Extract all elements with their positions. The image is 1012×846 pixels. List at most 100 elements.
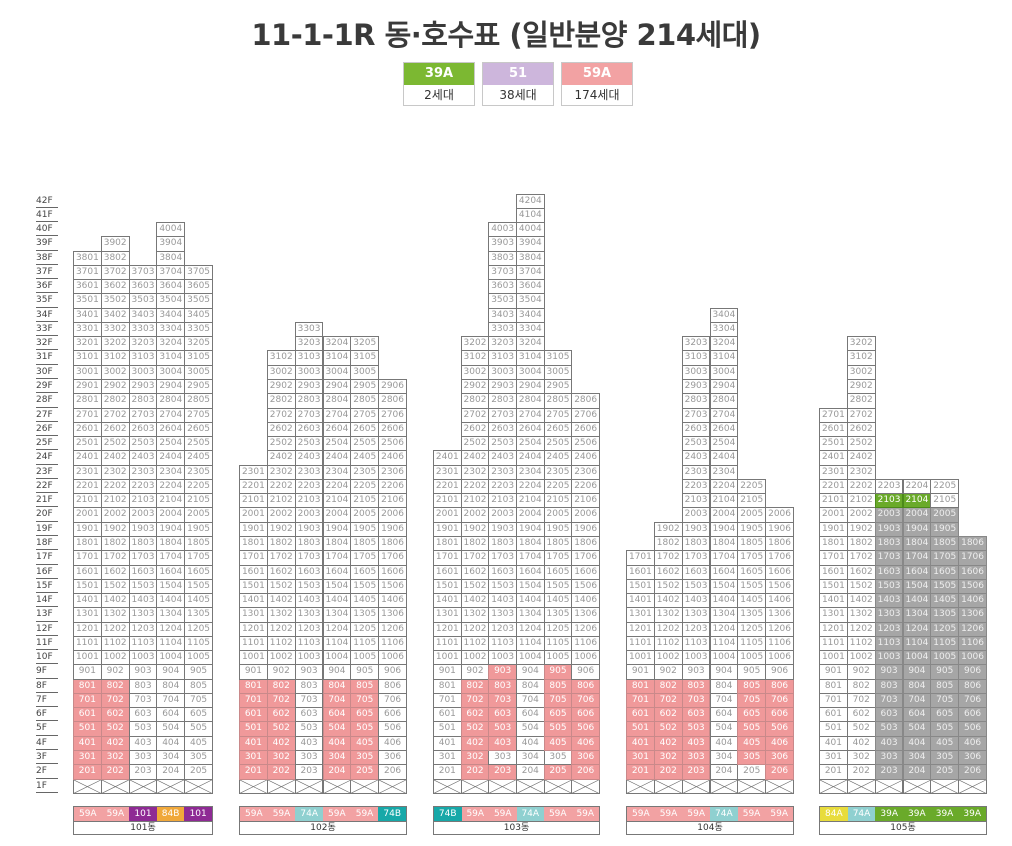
unit-type-label: 59A bbox=[737, 807, 766, 821]
unit-cell: 201 bbox=[819, 764, 848, 780]
unit-cell: 3004 bbox=[322, 364, 352, 380]
unit-cell: 605 bbox=[930, 707, 960, 723]
unit-cell: 3801 bbox=[73, 250, 102, 266]
unit-cell: 402 bbox=[266, 735, 296, 752]
unit-cell: 2903 bbox=[128, 379, 158, 395]
unit-cell: 203 bbox=[681, 764, 711, 780]
unit-cell: 3601 bbox=[73, 279, 102, 295]
unit-cell: 803 bbox=[874, 678, 904, 694]
unit-cell: 3204 bbox=[516, 336, 545, 352]
cross-icon bbox=[931, 780, 958, 793]
unit-cell: 1503 bbox=[488, 578, 517, 595]
unit-cell: 2603 bbox=[128, 421, 158, 438]
unit-cell: 1706 bbox=[958, 550, 987, 566]
unit-cell: 1803 bbox=[681, 535, 711, 552]
unit-cell: 2303 bbox=[681, 464, 711, 480]
unit-cell: 806 bbox=[571, 678, 600, 694]
unit-cell: 802 bbox=[846, 678, 876, 694]
unit-cell: 802 bbox=[460, 678, 490, 694]
unit-cell: 1405 bbox=[543, 593, 573, 609]
unit-cell: 1302 bbox=[846, 607, 876, 623]
unit-cell: 1701 bbox=[239, 550, 268, 566]
unit-cell: 2302 bbox=[100, 464, 130, 480]
floor-label: 27F bbox=[36, 408, 58, 422]
unit-cell: 2506 bbox=[571, 436, 600, 452]
unit-cell: 1705 bbox=[543, 550, 573, 566]
unit-cell: 2604 bbox=[709, 421, 739, 438]
unit-cell: 1105 bbox=[737, 635, 767, 652]
unit-type-label: 101 bbox=[184, 807, 212, 821]
unit-cell: 1806 bbox=[571, 535, 600, 552]
unit-cell: 2403 bbox=[294, 450, 324, 466]
unit-cell: 1103 bbox=[488, 635, 517, 652]
unit-cell: 1204 bbox=[902, 621, 932, 637]
unit-cell: 2602 bbox=[846, 421, 876, 438]
unit-cell: 2601 bbox=[73, 421, 102, 438]
unit-cell: 904 bbox=[516, 664, 545, 680]
unit-cell: 301 bbox=[819, 750, 848, 766]
floor-label: 32F bbox=[36, 336, 58, 351]
unit-type-label: 74A bbox=[710, 807, 738, 821]
unit-cell: 1003 bbox=[488, 650, 517, 666]
unit-cell: 1005 bbox=[543, 650, 573, 666]
unit-cell: 1404 bbox=[322, 593, 352, 609]
unit-cell: 2405 bbox=[184, 450, 213, 466]
unit-cell: 2106 bbox=[571, 493, 600, 509]
unit-cell: 802 bbox=[653, 678, 683, 694]
unit-cell: 1004 bbox=[709, 650, 739, 666]
unit-cell: 2204 bbox=[516, 478, 545, 495]
unit-cell: 3104 bbox=[322, 350, 352, 366]
unit-cell: 3502 bbox=[100, 293, 130, 309]
unit-cell: 901 bbox=[433, 664, 462, 680]
unit-cell: 1404 bbox=[516, 593, 545, 609]
unit-cell: 2101 bbox=[433, 493, 462, 509]
unit-cell: 704 bbox=[516, 692, 545, 709]
unit-cell: 3105 bbox=[184, 350, 213, 366]
unit-cell: 1704 bbox=[156, 550, 186, 566]
unit-cell: 1901 bbox=[239, 521, 268, 537]
unit-cell: 404 bbox=[709, 735, 739, 752]
unit-cell: 303 bbox=[681, 750, 711, 766]
unit-cell: 601 bbox=[73, 707, 102, 723]
unit-cell: 406 bbox=[571, 735, 600, 752]
unit-cell: 706 bbox=[958, 692, 987, 709]
unit-cell: 801 bbox=[626, 678, 655, 694]
unit-cell: 2802 bbox=[100, 393, 130, 409]
unit-cell: 1201 bbox=[433, 621, 462, 637]
cross-icon bbox=[185, 780, 212, 793]
no-unit-cell bbox=[460, 778, 490, 794]
unit-cell: 504 bbox=[156, 721, 186, 737]
unit-cell: 2604 bbox=[516, 421, 545, 438]
unit-cell: 2004 bbox=[902, 507, 932, 523]
unit-cell: 2404 bbox=[516, 450, 545, 466]
cross-icon bbox=[627, 780, 654, 793]
building-name: 103동 bbox=[433, 822, 600, 835]
unit-cell: 904 bbox=[322, 664, 352, 680]
unit-cell: 601 bbox=[239, 707, 268, 723]
unit-cell: 3203 bbox=[128, 336, 158, 352]
unit-cell: 2302 bbox=[846, 464, 876, 480]
unit-cell: 2904 bbox=[709, 379, 739, 395]
unit-cell: 1402 bbox=[653, 593, 683, 609]
unit-cell: 2504 bbox=[156, 436, 186, 452]
unit-cell: 1203 bbox=[294, 621, 324, 637]
unit-cell: 801 bbox=[433, 678, 462, 694]
unit-cell: 2003 bbox=[681, 507, 711, 523]
unit-cell: 1004 bbox=[902, 650, 932, 666]
unit-cell: 1802 bbox=[846, 535, 876, 552]
unit-cell: 3102 bbox=[100, 350, 130, 366]
unit-cell: 1802 bbox=[653, 535, 683, 552]
unit-cell: 1905 bbox=[543, 521, 573, 537]
unit-cell: 402 bbox=[846, 735, 876, 752]
unit-cell: 2301 bbox=[819, 464, 848, 480]
unit-cell: 1206 bbox=[765, 621, 794, 637]
unit-cell: 704 bbox=[322, 692, 352, 709]
unit-cell: 2102 bbox=[266, 493, 296, 509]
unit-cell: 2202 bbox=[460, 478, 490, 495]
unit-cell: 1904 bbox=[902, 521, 932, 537]
unit-cell: 305 bbox=[350, 750, 380, 766]
legend-count: 38세대 bbox=[483, 85, 553, 105]
unit-type-label: 39A bbox=[903, 807, 931, 821]
unit-cell: 1603 bbox=[874, 564, 904, 580]
unit-cell: 2203 bbox=[681, 478, 711, 495]
